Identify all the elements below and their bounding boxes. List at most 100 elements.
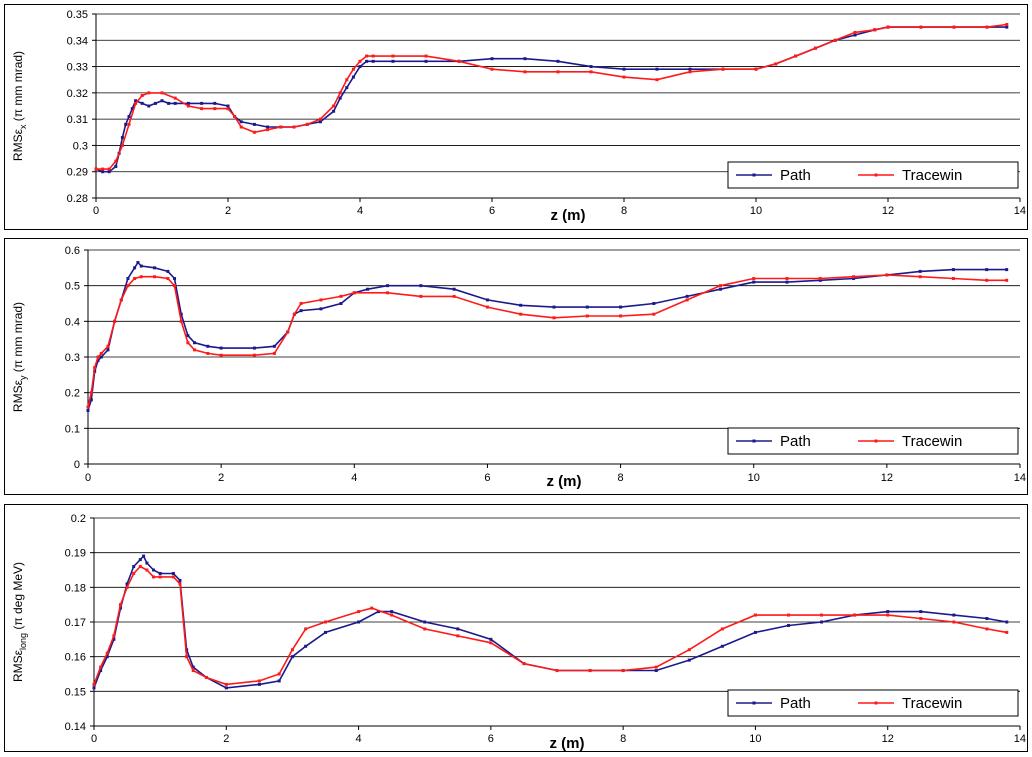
data-point-tracewin xyxy=(119,298,123,302)
data-point-tracewin xyxy=(688,70,692,74)
data-point-path xyxy=(125,582,129,586)
data-point-tracewin xyxy=(114,159,118,163)
data-point-path xyxy=(239,120,243,124)
y-tick-label: 0.2 xyxy=(65,388,80,400)
legend-label-tracewin: Tracewin xyxy=(902,167,962,184)
data-point-tracewin xyxy=(655,78,659,82)
legend-label-tracewin: Tracewin xyxy=(902,695,962,712)
data-point-path xyxy=(112,637,116,641)
data-point-path xyxy=(173,101,177,105)
x-tick-label: 14 xyxy=(1014,733,1026,745)
data-point-tracewin xyxy=(519,312,523,316)
data-point-path xyxy=(158,571,162,575)
y-tick-label: 0.33 xyxy=(67,62,88,74)
data-point-tracewin xyxy=(588,669,592,673)
x-axis-label: z (m) xyxy=(551,207,586,224)
data-point-tracewin xyxy=(213,107,217,111)
data-point-path xyxy=(339,302,343,305)
x-tick-label: 10 xyxy=(748,472,760,484)
data-point-tracewin xyxy=(193,348,197,352)
data-point-path xyxy=(523,57,527,61)
data-point-path xyxy=(365,59,369,63)
data-point-path xyxy=(173,277,177,281)
y-tick-label: 0.15 xyxy=(65,686,86,698)
data-point-path xyxy=(419,284,423,288)
data-point-tracewin xyxy=(985,278,989,282)
data-point-tracewin xyxy=(351,67,355,71)
legend-marker xyxy=(752,439,756,443)
data-point-path xyxy=(918,269,922,273)
data-point-tracewin xyxy=(365,54,369,58)
data-point-tracewin xyxy=(818,277,822,281)
data-point-tracewin xyxy=(754,67,758,71)
data-point-tracewin xyxy=(179,319,183,323)
data-point-path xyxy=(127,115,131,119)
data-point-tracewin xyxy=(292,125,296,129)
data-point-tracewin xyxy=(753,613,757,617)
data-point-path xyxy=(226,104,230,108)
data-point-path xyxy=(688,67,692,71)
data-point-path xyxy=(171,571,175,575)
data-point-path xyxy=(985,268,989,272)
chart-panel-emittance-x: 0.28 0.29 0.3 0.31 0.32 0.33 0.34 0.35 0 2 4 6 8 10 12… xyxy=(4,4,1028,230)
data-point-path xyxy=(290,655,294,659)
x-tick-label: 8 xyxy=(620,733,626,745)
data-point-path xyxy=(106,348,110,352)
data-point-path xyxy=(142,554,146,558)
data-point-path xyxy=(86,409,90,412)
data-point-tracewin xyxy=(147,91,151,95)
data-point-path xyxy=(818,278,822,282)
x-tick-label: 0 xyxy=(93,205,99,217)
data-point-tracewin xyxy=(185,655,189,659)
data-point-path xyxy=(132,565,136,569)
data-point-tracewin xyxy=(125,585,129,589)
data-point-tracewin xyxy=(339,294,343,298)
y-tick-label: 0.31 xyxy=(67,114,88,126)
data-point-path xyxy=(622,67,626,71)
data-point-path xyxy=(130,107,134,111)
data-point-path xyxy=(257,682,261,686)
data-point-tracewin xyxy=(873,28,877,32)
data-point-tracewin xyxy=(919,25,923,29)
data-point-path xyxy=(718,287,722,291)
data-point-path xyxy=(853,33,857,37)
data-point-tracewin xyxy=(239,125,243,129)
data-point-path xyxy=(886,610,890,614)
data-point-path xyxy=(160,99,164,103)
data-point-tracewin xyxy=(490,67,494,71)
data-point-tracewin xyxy=(153,275,157,279)
data-point-path xyxy=(952,613,956,617)
data-point-tracewin xyxy=(358,59,362,63)
legend-label-path: Path xyxy=(780,695,811,712)
data-point-path xyxy=(153,266,157,270)
data-point-path xyxy=(390,610,394,614)
data-point-tracewin xyxy=(585,314,589,318)
data-point-tracewin xyxy=(952,620,956,624)
data-point-path xyxy=(345,86,349,90)
x-tick-label: 14 xyxy=(1014,205,1026,217)
data-point-tracewin xyxy=(191,669,195,673)
data-point-tracewin xyxy=(107,167,111,171)
data-point-path xyxy=(166,269,170,273)
data-point-tracewin xyxy=(885,273,889,277)
data-point-path xyxy=(589,65,593,69)
data-point-path xyxy=(126,277,130,281)
data-point-tracewin xyxy=(794,54,798,58)
data-point-path xyxy=(99,355,103,359)
data-point-tracewin xyxy=(204,675,208,679)
data-point-tracewin xyxy=(345,78,349,82)
x-tick-label: 6 xyxy=(488,733,494,745)
data-point-path xyxy=(114,164,118,168)
data-point-tracewin xyxy=(952,25,956,29)
y-axis-label: RMSεx (π mm mrad) xyxy=(11,51,28,161)
y-tick-label: 0.6 xyxy=(65,245,80,257)
data-point-path xyxy=(485,298,489,302)
data-point-path xyxy=(219,346,223,350)
data-point-path xyxy=(318,120,322,124)
y-tick-label: 0.17 xyxy=(65,617,86,629)
x-tick-label: 2 xyxy=(223,733,229,745)
data-point-path xyxy=(145,561,149,565)
data-point-path xyxy=(556,59,560,63)
y-tick-label: 0.2 xyxy=(71,513,86,525)
data-point-tracewin xyxy=(173,284,177,288)
